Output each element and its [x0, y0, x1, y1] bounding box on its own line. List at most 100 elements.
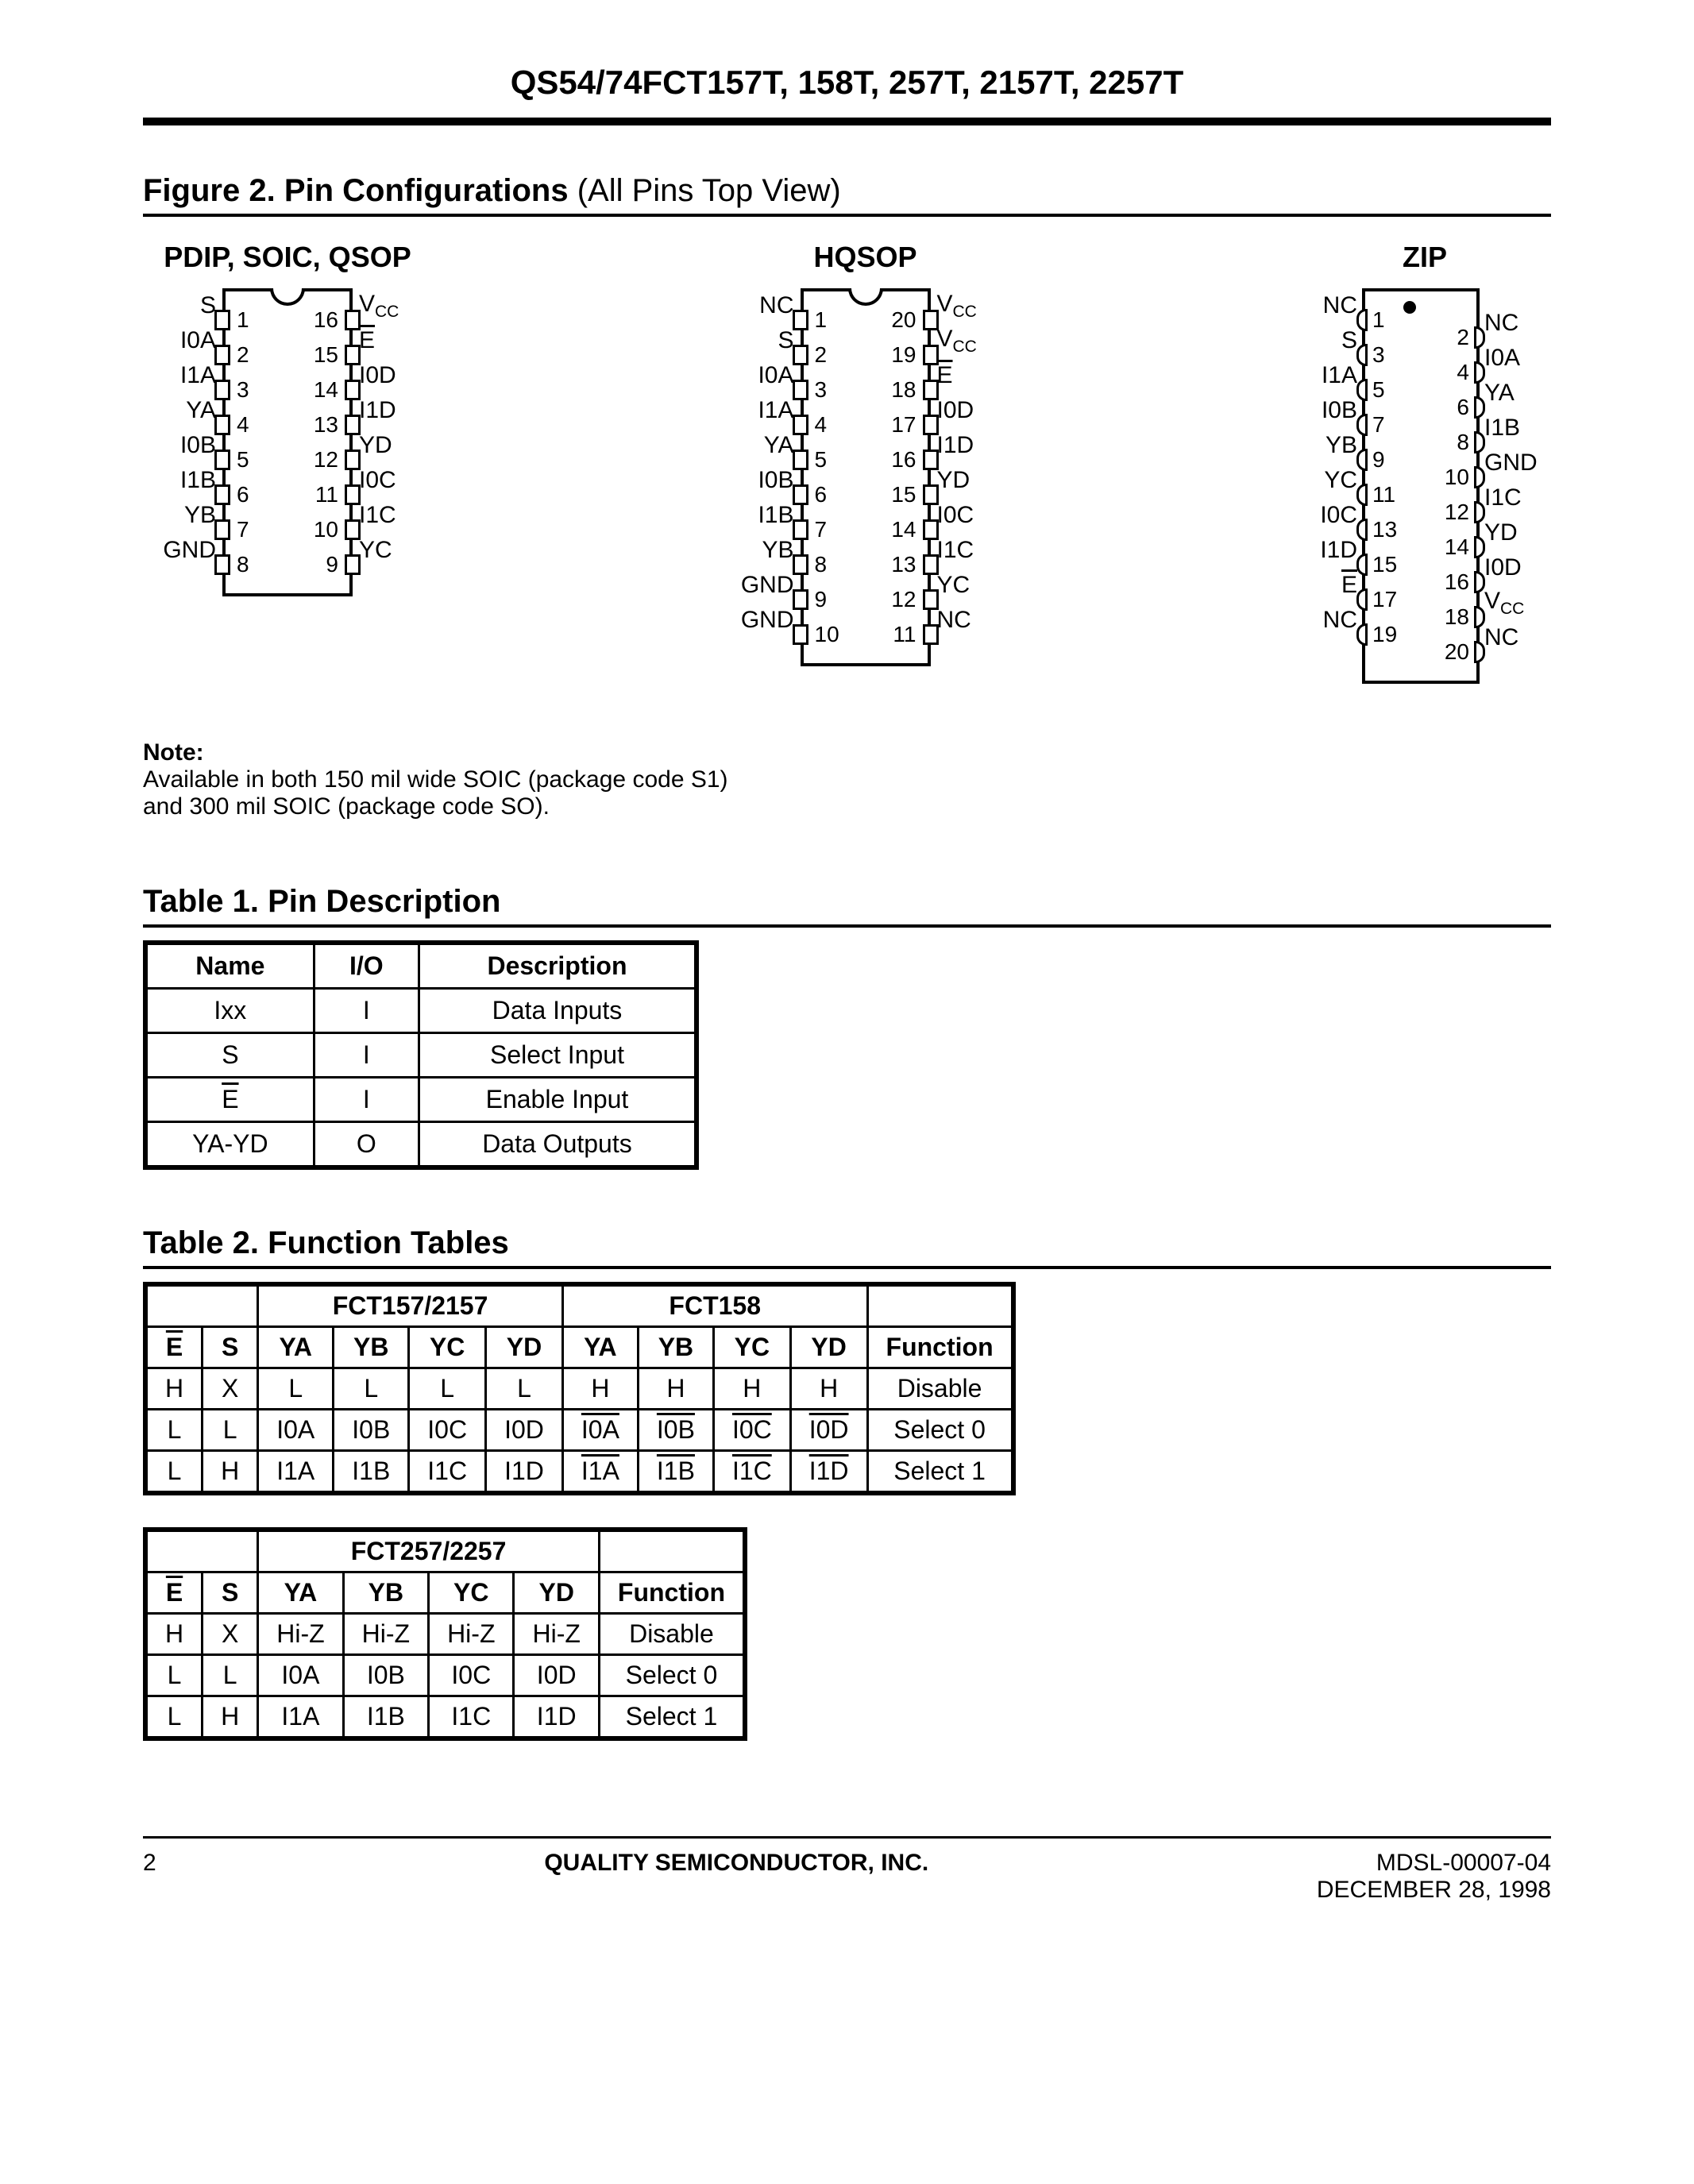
pin-label: NC: [1480, 624, 1551, 651]
table-cell: H: [790, 1368, 867, 1410]
pkg-zip-label: ZIP: [1403, 241, 1447, 274]
pin-number: 10: [303, 517, 338, 542]
pin-pad: [923, 484, 939, 505]
pin-number: 12: [882, 587, 916, 612]
pin-label: I1A: [143, 362, 222, 389]
pin-number: 5: [815, 447, 850, 473]
pin-number: 9: [1372, 447, 1401, 473]
table-header: [599, 1530, 745, 1572]
pin-pad: [793, 589, 808, 610]
table-header: FCT157/2157: [258, 1284, 563, 1327]
table-cell: L: [145, 1410, 203, 1451]
pin-label: YC: [1298, 467, 1362, 494]
table-cell: Select 0: [599, 1655, 745, 1696]
pin-pad: [214, 450, 230, 470]
table-header: [145, 1284, 258, 1327]
table-cell: X: [203, 1614, 258, 1655]
pin-pad: [793, 519, 808, 540]
table-header-row: ESYAYBYCYDFunction: [145, 1572, 745, 1614]
pin-pad: [214, 415, 230, 435]
pin-number: 3: [1372, 342, 1401, 368]
figure2-title-rest: (All Pins Top View): [569, 173, 841, 208]
pin-number: 3: [815, 377, 850, 403]
pin-pad: [345, 484, 361, 505]
pin-number: 7: [1372, 412, 1401, 438]
pin-number: 9: [815, 587, 850, 612]
pin-label: I0A: [1480, 345, 1551, 372]
pin-pad: [214, 484, 230, 505]
pin-number: 2: [237, 342, 272, 368]
pin-number: 17: [1372, 587, 1401, 612]
pin-label: I0D: [931, 397, 1010, 424]
table-header: YA: [258, 1327, 334, 1368]
pin-label: I0C: [931, 502, 1010, 529]
pin-label: GND: [143, 537, 222, 564]
pin-number: 1: [815, 307, 850, 333]
pin-pad: [345, 450, 361, 470]
figure2-title-bold: Figure 2. Pin Configurations: [143, 173, 569, 208]
pin-label: I1D: [1298, 537, 1362, 564]
pin-number: 4: [237, 412, 272, 438]
pin-label: I0C: [1298, 502, 1362, 529]
function-table-1: FCT157/2157FCT158ESYAYBYCYDYAYBYCYDFunct…: [143, 1282, 1551, 1495]
pin-pad: [793, 554, 808, 575]
table-cell: Select 0: [867, 1410, 1013, 1451]
table-header: YD: [514, 1572, 599, 1614]
pin-label: I0B: [721, 467, 801, 494]
pin-pad: [1356, 379, 1368, 401]
pin-label: I1C: [353, 502, 432, 529]
pin-pad: [345, 554, 361, 575]
note-heading: Note:: [143, 739, 204, 766]
table-header: E: [145, 1327, 203, 1368]
pin-label: I1D: [931, 432, 1010, 459]
table-cell: I1C: [713, 1451, 790, 1494]
pin-number: 13: [1372, 517, 1401, 542]
footer-docnum: MDSL-00007-04: [1317, 1850, 1551, 1877]
table-cell: I0D: [790, 1410, 867, 1451]
table-cell: Select 1: [599, 1696, 745, 1739]
pin-pad: [1356, 484, 1368, 506]
table-cell: O: [314, 1122, 419, 1168]
table1-title: Table 1. Pin Description: [143, 884, 1551, 928]
table-cell: I0B: [343, 1655, 428, 1696]
pin-number: 6: [1441, 395, 1469, 420]
table-cell: I0D: [514, 1655, 599, 1696]
table-cell: I1C: [409, 1451, 486, 1494]
note-line2: and 300 mil SOIC (package code SO).: [143, 793, 550, 820]
table-row: Ixx I Data Inputs: [145, 989, 697, 1033]
pin-number: 8: [237, 552, 272, 577]
pin-number: 13: [303, 412, 338, 438]
pin-label: NC: [721, 292, 801, 319]
table-cell: L: [258, 1368, 334, 1410]
table-cell: Data Inputs: [419, 989, 697, 1033]
table-cell: I0D: [486, 1410, 563, 1451]
table-group-header: FCT257/2257: [145, 1530, 745, 1572]
table-cell: X: [203, 1368, 258, 1410]
table-row: LHI1AI1BI1CI1DSelect 1: [145, 1696, 745, 1739]
table-row: LLI0AI0BI0CI0DI0AI0BI0CI0DSelect 0: [145, 1410, 1013, 1451]
pin-number: 6: [815, 482, 850, 507]
pin-pad: [1356, 449, 1368, 471]
table-cell: H: [145, 1614, 203, 1655]
table-cell: I0C: [713, 1410, 790, 1451]
table-cell: L: [409, 1368, 486, 1410]
pin-pad: [923, 554, 939, 575]
pin-pad: [345, 310, 361, 330]
pin-number: 16: [882, 447, 916, 473]
pin-number: 7: [237, 517, 272, 542]
pin-pad: [793, 450, 808, 470]
footer-company: QUALITY SEMICONDUCTOR, INC.: [544, 1850, 928, 1904]
pin-number: 2: [1441, 325, 1469, 350]
pin-label: E: [353, 327, 432, 354]
pin-label: YD: [1480, 519, 1551, 546]
pin-label: I1B: [1480, 415, 1551, 442]
pin-label: NC: [1298, 292, 1362, 319]
table-cell: YA-YD: [145, 1122, 314, 1168]
pin-pad: [793, 624, 808, 645]
pin-number: 16: [1441, 569, 1469, 595]
table-cell: H: [713, 1368, 790, 1410]
pin-label: I0D: [1480, 554, 1551, 581]
pin-number: 19: [882, 342, 916, 368]
pin-pad: [923, 345, 939, 365]
table-cell: Disable: [599, 1614, 745, 1655]
